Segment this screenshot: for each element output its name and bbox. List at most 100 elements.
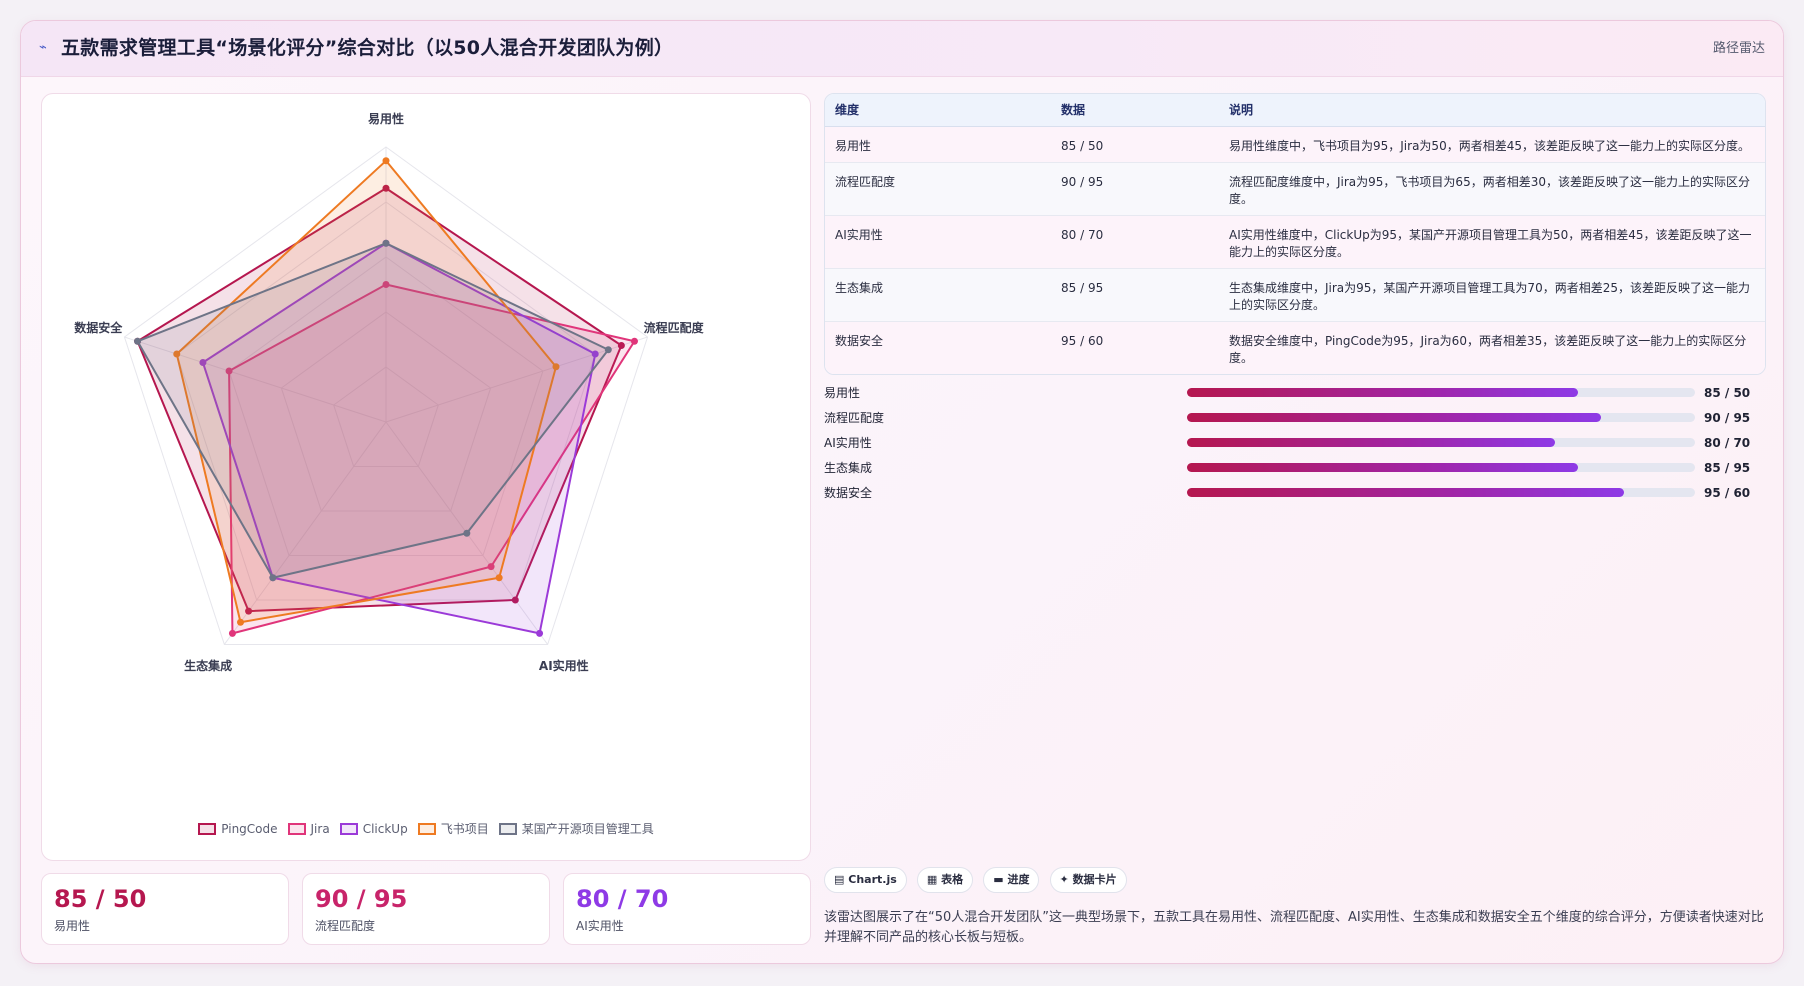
kpi-card-process: 90 / 95 流程匹配度 <box>302 873 550 945</box>
radar-grid-ring <box>280 311 492 512</box>
tag-label: Chart.js <box>848 873 897 886</box>
radar-data-point <box>245 607 253 615</box>
table-cell-dimension: 数据安全 <box>825 321 1051 374</box>
legend-swatch <box>498 823 517 835</box>
radar-data-point <box>495 574 503 582</box>
table-cell-data: 80 / 70 <box>1051 215 1219 269</box>
tag-list: ▤ Chart.js ▦ 表格 ▬ 进度 ✦ 数据卡片 <box>824 867 1132 893</box>
progress-fill <box>1187 463 1579 472</box>
radar-series-area <box>228 283 636 635</box>
radar-axis-label: 生态集成 <box>184 658 232 673</box>
table-cell-dimension: AI实用性 <box>825 215 1051 269</box>
legend-item[interactable]: 某国产开源项目管理工具 <box>498 822 654 836</box>
table-cell-note: 数据安全维度中，PingCode为95，Jira为60，两者相差35，该差距反映… <box>1219 321 1765 374</box>
progress-track <box>1187 488 1695 497</box>
radar-data-point <box>382 281 390 288</box>
radar-data-point <box>536 629 544 637</box>
radar-data-point <box>617 342 625 350</box>
progress-bars: 易用性 85 / 50 流程匹配度 90 / 95 AI实用性 80 / 70 … <box>824 382 1766 507</box>
radar-grid-ring <box>228 256 544 556</box>
chart-legend: PingCode Jira ClickUp 飞书项目 某国产开源项目管理工具 <box>42 822 810 836</box>
table-cell-dimension: 流程匹配度 <box>825 162 1051 216</box>
legend-label: ClickUp <box>362 822 408 836</box>
kpi-value: 90 / 95 <box>315 885 408 913</box>
progress-row: 流程匹配度 90 / 95 <box>824 407 1766 432</box>
table-cell-dimension: 生态集成 <box>825 268 1051 322</box>
kpi-card-ai: 80 / 70 AI实用性 <box>563 873 811 945</box>
radar-data-point <box>225 367 233 375</box>
radar-grid-ring <box>176 201 596 601</box>
table-cell-data: 95 / 60 <box>1051 321 1219 374</box>
table-header-row: 维度 数据 说明 <box>825 94 1765 127</box>
table-header-note: 说明 <box>1219 94 1765 127</box>
progress-row: AI实用性 80 / 70 <box>824 432 1766 457</box>
table-row: 数据安全 95 / 60 数据安全维度中，PingCode为95，Jira为60… <box>825 321 1765 374</box>
radar-data-point <box>591 350 599 358</box>
table-cell-note: AI实用性维度中，ClickUp为95，某国产开源项目管理工具为50，两者相差4… <box>1219 215 1765 269</box>
radar-series-area <box>175 159 558 624</box>
tag-data-card[interactable]: ✦ 数据卡片 <box>1049 867 1127 893</box>
table-cell-note: 易用性维度中，飞书项目为95，Jira为50，两者相差45，该差距反映了这一能力… <box>1219 126 1765 163</box>
kpi-label: AI实用性 <box>576 919 624 933</box>
radar-data-point <box>552 363 560 371</box>
chart-description: 该雷达图展示了在“50人混合开发团队”这一典型场景下，五款工具在易用性、流程匹配… <box>824 910 1764 945</box>
radar-axis-label: AI实用性 <box>539 658 589 673</box>
tag-table[interactable]: ▦ 表格 <box>916 867 974 893</box>
progress-label: 数据安全 <box>824 486 873 500</box>
table-cell-data: 85 / 50 <box>1051 126 1219 163</box>
legend-item[interactable]: 飞书项目 <box>417 822 489 836</box>
radar-grid-ring <box>123 146 649 645</box>
table-header-data: 数据 <box>1051 94 1219 127</box>
grid-icon: ▦ <box>926 873 938 886</box>
table-row: AI实用性 80 / 70 AI实用性维度中，ClickUp为95，某国产开源项… <box>825 215 1765 269</box>
radar-data-point <box>487 563 495 571</box>
radar-data-point <box>382 239 390 247</box>
table-row: 易用性 85 / 50 易用性维度中，飞书项目为95，Jira为50，两者相差4… <box>825 126 1765 163</box>
radar-axis-line <box>124 336 387 423</box>
kpi-card-ease: 85 / 50 易用性 <box>41 873 289 945</box>
kpi-label: 流程匹配度 <box>315 919 376 933</box>
tag-label: 进度 <box>1007 873 1030 886</box>
radar-grid-ring <box>333 366 439 467</box>
radar-data-point <box>604 346 612 354</box>
header-bar: ⌁ 五款需求管理工具“场景化评分”综合对比（以50人混合开发团队为例） 路径雷达 <box>21 21 1783 77</box>
radar-axis-label: 流程匹配度 <box>644 320 705 335</box>
legend-item[interactable]: PingCode <box>198 822 278 836</box>
radar-axis-line <box>223 421 387 645</box>
tag-label: 表格 <box>941 873 964 886</box>
radar-data-point <box>463 529 471 537</box>
radar-axis-label: 易用性 <box>368 111 404 126</box>
radar-axis-label: 数据安全 <box>74 320 123 335</box>
progress-label: 生态集成 <box>824 461 873 475</box>
radar-data-point <box>269 574 277 582</box>
legend-swatch <box>339 823 358 835</box>
legend-label: PingCode <box>221 822 278 836</box>
table-cell-note: 流程匹配度维度中，Jira为95，飞书项目为65，两者相差30，该差距反映了这一… <box>1219 162 1765 216</box>
progress-value: 85 / 95 <box>1704 461 1751 475</box>
radar-data-point <box>382 157 390 165</box>
table-cell-note: 生态集成维度中，Jira为95，某国产开源项目管理工具为70，两者相差25，该差… <box>1219 268 1765 322</box>
radar-data-point <box>173 350 181 358</box>
legend-label: 飞书项目 <box>440 822 489 836</box>
progress-track <box>1187 438 1695 447</box>
radar-chart-panel: 易用性流程匹配度 AI实用性 生态集成 数据安全 PingCode Jira ClickU… <box>41 93 811 861</box>
table-cell-data: 85 / 95 <box>1051 268 1219 322</box>
radar-axis-line <box>385 336 648 423</box>
table-cell-dimension: 易用性 <box>825 126 1051 163</box>
data-table: 维度 数据 说明 易用性 85 / 50 易用性维度中，飞书项目为95，Jira… <box>824 93 1766 375</box>
progress-fill <box>1187 438 1556 447</box>
table-row: 流程匹配度 90 / 95 流程匹配度维度中，Jira为95，飞书项目为65，两… <box>825 162 1765 216</box>
tag-progress[interactable]: ▬ 进度 <box>983 867 1040 893</box>
legend-swatch <box>287 823 306 835</box>
table-row: 生态集成 85 / 95 生态集成维度中，Jira为95，某国产开源项目管理工具… <box>825 268 1765 322</box>
progress-label: 易用性 <box>824 386 861 400</box>
progress-value: 90 / 95 <box>1704 411 1751 425</box>
progress-label: AI实用性 <box>824 436 872 450</box>
legend-item[interactable]: Jira <box>287 822 330 836</box>
progress-track <box>1187 463 1695 472</box>
kpi-value: 80 / 70 <box>576 885 669 913</box>
legend-label: 某国产开源项目管理工具 <box>521 822 654 836</box>
tag-chartjs[interactable]: ▤ Chart.js <box>824 867 907 893</box>
legend-item[interactable]: ClickUp <box>339 822 408 836</box>
legend-label: Jira <box>310 822 330 836</box>
